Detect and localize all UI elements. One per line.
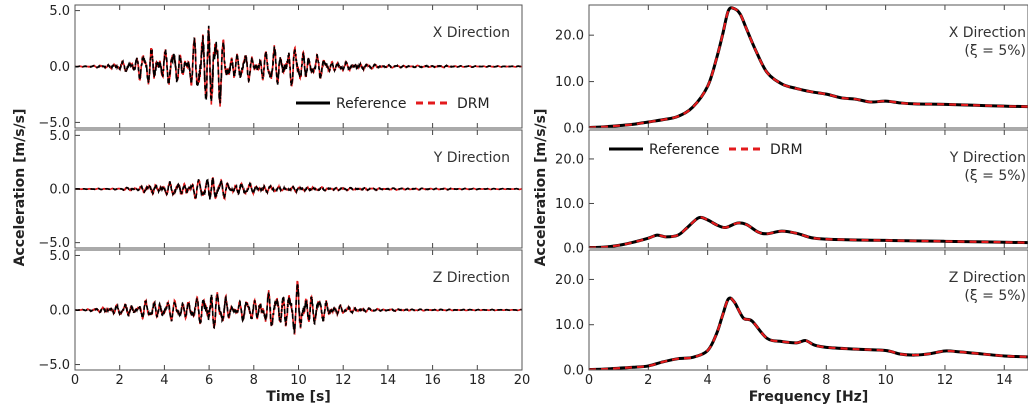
legend: Reference DRM [296, 96, 490, 112]
y-tick-label: −5.0 [38, 116, 70, 131]
subplot-frame [588, 129, 1028, 249]
y-tick-label: 10.0 [555, 75, 584, 90]
plot-area [75, 177, 522, 202]
x-tick-label: 20 [514, 373, 531, 388]
y-tick-label: 5.0 [49, 249, 70, 264]
subplot-damping-label: (ξ = 5%) [964, 43, 1026, 59]
subplot-y-direction: 5.0 0.0 −5.0 Y Direction [38, 129, 523, 251]
legend-reference-label: Reference [649, 142, 720, 158]
reference-series-line [75, 25, 522, 104]
subplot-z-direction: 5.0 0.0 −5.0 Z Direction [38, 249, 523, 373]
drm-series-line [75, 280, 522, 336]
x-tick-label: 16 [424, 373, 441, 388]
y-tick-label: 5.0 [49, 129, 70, 144]
y-tick-label: 0.0 [563, 242, 584, 257]
x-tick-label: 12 [335, 373, 352, 388]
x-axis-label: Time [s] [266, 389, 330, 405]
subplot-frame [74, 249, 523, 371]
response-spectrum-panel: 0.010.020.0 X Direction(ξ = 5%)0.010.020.… [533, 4, 1028, 405]
legend-drm-label: DRM [770, 142, 803, 158]
legend-reference-label: Reference [336, 96, 407, 112]
x-tick-label: 0 [585, 373, 593, 388]
x-tick-label: 18 [469, 373, 486, 388]
x-tick-label: 6 [205, 373, 213, 388]
plot-area [589, 215, 1028, 248]
subplot-x-direction: 5.0 0.0 −5.0 X Direction [38, 4, 523, 131]
y-tick-label: −5.0 [38, 358, 70, 373]
x-tick-label: 8 [822, 373, 830, 388]
reference-series-line [589, 296, 1028, 370]
y-axis-label: Acceleration [m/s/s] [533, 109, 549, 267]
legend-drm-label: DRM [457, 96, 490, 112]
x-tick-label: 12 [937, 373, 954, 388]
subplot-label: X Direction [433, 25, 510, 41]
y-tick-label: 20.0 [555, 29, 584, 44]
y-tick-label: −5.0 [38, 236, 70, 251]
plot-area [75, 280, 522, 336]
legend: Reference DRM [609, 142, 803, 158]
x-tick-label: 2 [116, 373, 124, 388]
y-tick-label: 20.0 [555, 152, 584, 167]
x-tick-label: 0 [71, 373, 79, 388]
x-tick-label: 4 [704, 373, 712, 388]
subplot-frame [588, 249, 1028, 371]
y-tick-label: 10.0 [555, 197, 584, 212]
subplot-damping-label: (ξ = 5%) [964, 168, 1026, 184]
time-history-panel: 5.0 0.0 −5.0 X Direction 5.0 0.0 −5.0 Y Directi… [12, 4, 530, 405]
y-tick-label: 0.0 [49, 304, 70, 319]
subplot-y-direction: 0.0 10.0 20.0 Y Direction (ξ = 5%) [555, 129, 1028, 257]
x-tick-label: 4 [160, 373, 168, 388]
y-tick-label: 0.0 [563, 364, 584, 379]
y-tick-label: 5.0 [49, 4, 70, 19]
reference-series-line [75, 177, 522, 200]
x-tick-label: 14 [996, 373, 1013, 388]
y-tick-label: 0.0 [49, 183, 70, 198]
drm-series-line [589, 296, 1028, 370]
x-tick-label: 10 [877, 373, 894, 388]
subplot-frame [74, 129, 523, 249]
subplot-frame [588, 4, 1028, 129]
plot-area [75, 25, 522, 107]
x-tick-label: 14 [380, 373, 397, 388]
plot-area [589, 6, 1028, 128]
y-tick-label: 0.0 [563, 122, 584, 137]
reference-series-line [589, 215, 1028, 248]
subplot-label: Y Direction [433, 150, 510, 166]
x-tick-label: 6 [763, 373, 771, 388]
x-tick-label: 8 [250, 373, 258, 388]
reference-series-line [75, 283, 522, 335]
y-tick-label: 20.0 [555, 273, 584, 288]
plot-area [589, 296, 1028, 370]
subplot-label: Z Direction [433, 270, 510, 286]
subplot-frame [74, 4, 523, 129]
drm-series-line [589, 6, 1028, 128]
x-tick-label: 10 [290, 373, 307, 388]
subplot-label: Z Direction [949, 270, 1026, 286]
subplot-z-direction: 0.0 10.0 20.0 Z Direction (ξ = 5%) [555, 249, 1028, 379]
y-tick-label: 10.0 [555, 318, 584, 333]
y-axis-label: Acceleration [m/s/s] [12, 109, 28, 267]
x-tick-label: 2 [644, 373, 652, 388]
subplot-damping-label: (ξ = 5%) [964, 288, 1026, 304]
subplot-label: X Direction [949, 25, 1026, 41]
subplot-x-direction: 0.0 10.0 20.0 X Direction (ξ = 5%) [555, 4, 1028, 137]
subplot-label: Y Direction [949, 150, 1026, 166]
drm-series-line [589, 216, 1028, 248]
y-tick-label: 0.0 [49, 60, 70, 75]
x-axis-label: Frequency [Hz] [749, 389, 868, 405]
